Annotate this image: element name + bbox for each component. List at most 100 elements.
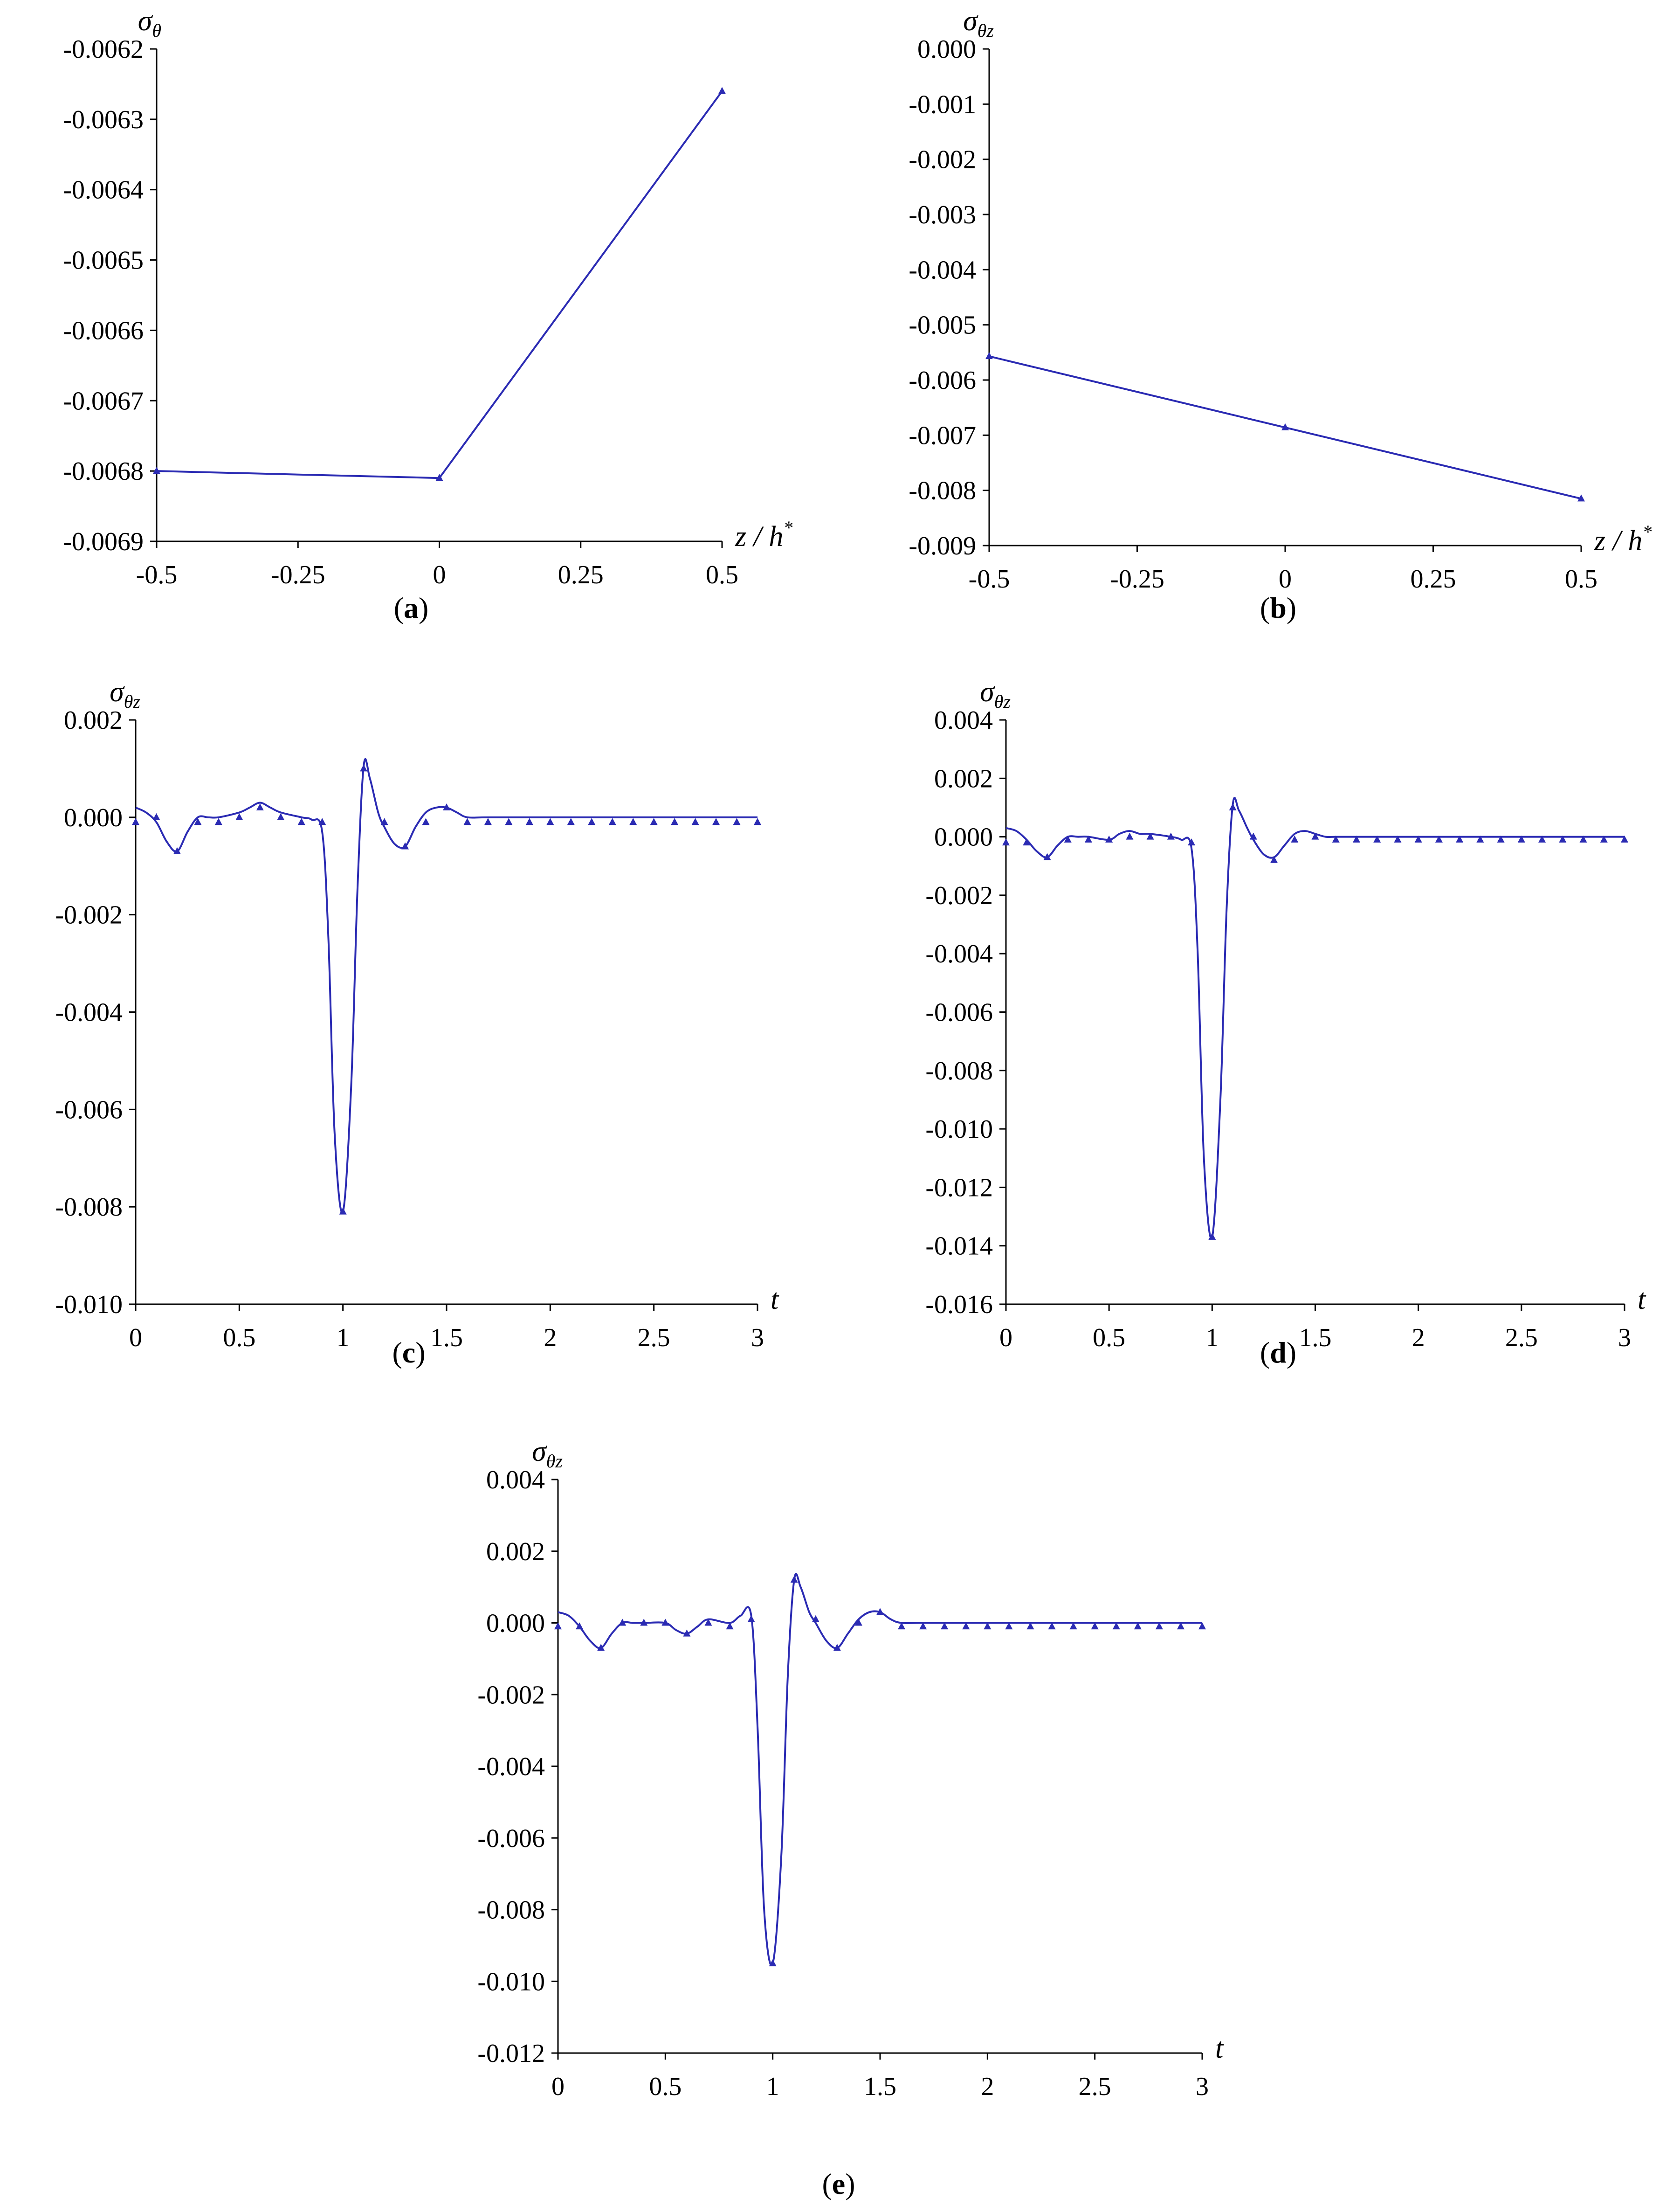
data-point <box>619 1618 627 1626</box>
data-point <box>726 1622 734 1630</box>
y-tick-label: -0.0062 <box>63 35 144 64</box>
data-point <box>588 818 596 825</box>
data-point <box>754 818 761 825</box>
x-axis-title-text: z / h <box>735 521 783 553</box>
data-point <box>1188 838 1196 846</box>
x-tick-label: 0.5 <box>706 560 738 589</box>
y-tick-label: -0.007 <box>909 421 976 450</box>
data-point <box>132 818 139 825</box>
y-axis-title-symbol: σ <box>532 1436 547 1467</box>
panel-label-close-paren: ) <box>415 1336 425 1369</box>
data-point <box>833 1644 841 1651</box>
data-point <box>1600 835 1608 843</box>
data-point <box>339 1207 347 1215</box>
y-tick-label: -0.002 <box>55 901 123 930</box>
data-point <box>718 87 726 94</box>
y-tick-label: -0.004 <box>55 998 123 1027</box>
data-point <box>235 813 243 820</box>
data-point <box>898 1622 906 1630</box>
series-line <box>156 90 723 479</box>
panel-label-open-paren: ( <box>1260 591 1270 624</box>
x-tick-label: 0 <box>999 1323 1012 1352</box>
panel-label-close-paren: ) <box>845 2167 855 2200</box>
x-tick-label: 0 <box>1279 565 1292 594</box>
x-tick-label: 0.5 <box>1093 1323 1125 1352</box>
panel-label-close-paren: ) <box>1287 591 1296 624</box>
data-point <box>984 1622 991 1630</box>
y-tick-label: -0.012 <box>925 1173 993 1202</box>
y-axis-title: σθz <box>110 676 140 712</box>
y-axis-title-symbol: σ <box>963 5 978 37</box>
x-axis-title: z / h* <box>1594 521 1652 557</box>
data-point <box>422 818 430 825</box>
panel-label-open-paren: ( <box>822 2167 832 2200</box>
y-tick-label: 0.000 <box>64 803 123 832</box>
y-axis-title-symbol: σ <box>110 676 125 708</box>
series-line <box>558 1573 1202 1966</box>
y-tick-label: -0.0064 <box>63 176 144 205</box>
y-axis-title-subscript: θz <box>546 1451 563 1472</box>
data-point <box>854 1618 862 1626</box>
x-tick-label: 0.25 <box>558 560 604 589</box>
x-tick-label: -0.25 <box>1110 565 1164 594</box>
series-line <box>1005 797 1625 1239</box>
data-point <box>153 467 160 474</box>
x-tick-label: 3 <box>751 1323 764 1352</box>
y-tick-label: -0.008 <box>909 477 976 505</box>
data-point <box>1476 835 1484 843</box>
data-point <box>1435 835 1443 843</box>
y-tick-label: 0.000 <box>917 35 976 64</box>
data-point <box>1208 1232 1216 1240</box>
panel-label: (a) <box>394 591 429 624</box>
y-axis-title: σθ <box>138 5 161 41</box>
y-tick-label: -0.008 <box>55 1193 123 1222</box>
data-point <box>597 1644 605 1651</box>
data-point <box>1456 835 1464 843</box>
x-axis-title: t <box>1638 1284 1646 1315</box>
data-point <box>769 1959 777 1966</box>
y-tick-label: -0.004 <box>925 940 993 968</box>
data-point <box>1023 838 1031 846</box>
data-point <box>1538 835 1546 843</box>
data-point <box>401 842 409 850</box>
y-tick-label: -0.016 <box>925 1290 993 1319</box>
y-axis-title-subscript: θz <box>978 20 994 41</box>
y-tick-label: 0.002 <box>486 1537 545 1566</box>
x-tick-label: 2.5 <box>1505 1323 1538 1352</box>
data-point <box>1559 835 1567 843</box>
y-axis-title: σθz <box>963 5 994 41</box>
panel-label-letter: b <box>1270 591 1287 624</box>
data-point <box>1249 832 1257 840</box>
panel-label: (b) <box>1260 591 1296 624</box>
data-point <box>1112 1622 1120 1630</box>
data-point <box>152 813 160 820</box>
chart-e: -0.012 -0.010 -0.008 -0.006 -0.004 -0.002 0.00… <box>477 1436 1224 2200</box>
y-tick-label: -0.006 <box>909 366 976 395</box>
y-tick-label: -0.006 <box>55 1095 123 1124</box>
y-tick-label: -0.001 <box>909 90 976 119</box>
panel-label-letter: c <box>402 1336 415 1369</box>
data-point <box>277 813 285 820</box>
data-point <box>484 818 492 825</box>
data-point <box>608 818 616 825</box>
chart-a: -0.0069 -0.0068 -0.0067 -0.0066 -0.0065 -0.00… <box>63 5 792 624</box>
data-point <box>318 818 326 825</box>
data-point <box>435 474 443 481</box>
data-point <box>790 1576 798 1583</box>
data-point <box>1577 494 1585 502</box>
x-axis-title-text: z / h <box>1594 525 1642 557</box>
data-point <box>661 1618 669 1626</box>
data-point <box>1069 1622 1077 1630</box>
y-axis-title-subscript: θz <box>124 691 141 712</box>
y-axis-title-symbol: σ <box>980 676 995 708</box>
y-tick-label: 0.004 <box>934 706 993 735</box>
x-tick-label: 3 <box>1618 1323 1631 1352</box>
data-point <box>1005 1622 1013 1630</box>
data-point <box>1198 1622 1206 1630</box>
data-point <box>1497 835 1505 843</box>
chart-b: -0.009 -0.008 -0.007 -0.006 -0.005 -0.004 -0.0… <box>909 5 1652 624</box>
chart-d: -0.016 -0.014 -0.012 -0.010 -0.008 -0.006 -0.0… <box>925 676 1646 1369</box>
panel-label: (e) <box>822 2167 855 2200</box>
data-point <box>256 803 264 810</box>
data-point <box>1026 1622 1034 1630</box>
